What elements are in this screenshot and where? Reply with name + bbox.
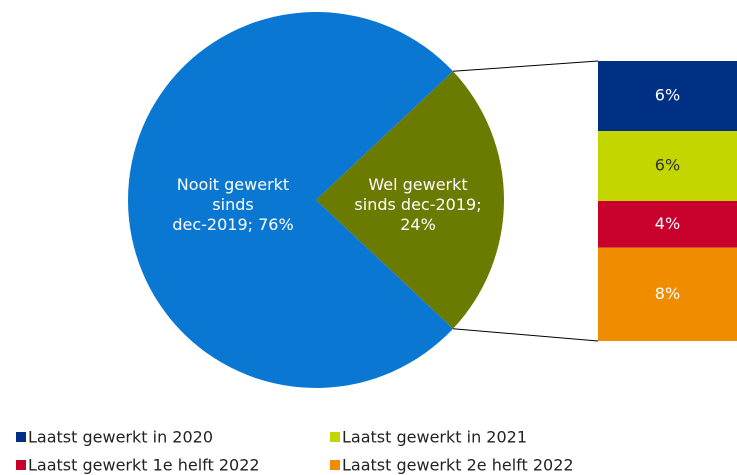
pie-label-line: Nooit gewerkt (177, 175, 289, 194)
legend-label: Laatst gewerkt in 2021 (342, 428, 527, 447)
legend-swatch (16, 432, 26, 442)
legend-label: Laatst gewerkt in 2020 (28, 428, 213, 447)
bar-segment (598, 61, 737, 131)
bar-label: 8% (655, 284, 680, 303)
connector (453, 60, 599, 72)
pie-label-line: dec-2019; 76% (172, 215, 293, 234)
bar-label: 6% (655, 86, 680, 105)
pie-label-line: Wel gewerkt (368, 175, 467, 194)
bar-segment (598, 247, 737, 341)
connector (453, 328, 599, 342)
bar-segment (598, 201, 737, 248)
bar-segment (598, 131, 737, 201)
pie-label: Wel gewerkt sinds dec-2019; 24% (354, 175, 481, 234)
bar-label: 4% (655, 214, 680, 233)
pie-label-line: sinds dec-2019; (354, 195, 481, 214)
legend-swatch (330, 432, 340, 442)
pie-slice (316, 71, 504, 329)
pie-label: Nooit gewerkt sinds dec-2019; 76% (172, 175, 293, 234)
pie-label-line: sinds (212, 195, 253, 214)
legend-swatch (16, 460, 26, 470)
pie-slice (127, 12, 454, 389)
legend-label: Laatst gewerkt 1e helft 2022 (28, 456, 260, 475)
pie-label-line: 24% (400, 215, 436, 234)
legend-label: Laatst gewerkt 2e helft 2022 (342, 456, 574, 475)
bar-label: 6% (655, 156, 680, 175)
legend-swatch (330, 460, 340, 470)
